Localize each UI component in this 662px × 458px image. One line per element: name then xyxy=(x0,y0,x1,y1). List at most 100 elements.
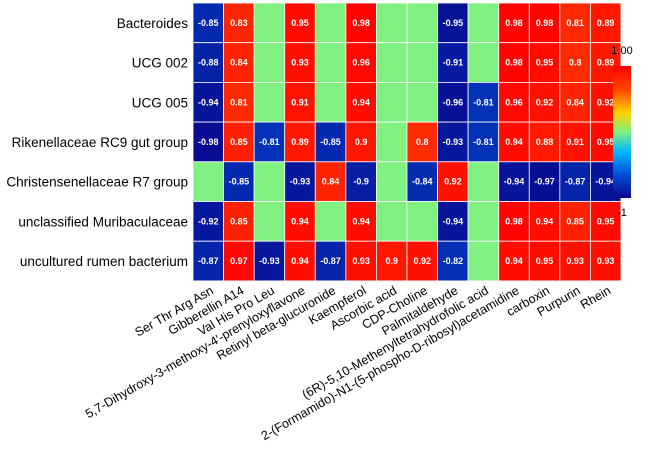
heatmap-cell xyxy=(345,201,377,242)
cell-value-label: 0.94 xyxy=(352,97,370,107)
cell-value-label: -0.92 xyxy=(198,216,219,226)
cell-value-label: -0.97 xyxy=(534,177,555,187)
cell-value-label: 0.85 xyxy=(566,216,584,226)
heatmap-cell xyxy=(223,201,255,242)
cell-value-label: 0.89 xyxy=(291,137,309,147)
heatmap-cell xyxy=(559,201,591,242)
heatmap-cell xyxy=(498,161,530,202)
cell-value-label: 0.94 xyxy=(536,216,554,226)
heatmap-cell xyxy=(376,42,408,83)
cell-value-label: -0.84 xyxy=(412,177,433,187)
heatmap-cell xyxy=(314,42,347,83)
heatmap-cell xyxy=(406,2,438,44)
heatmap-cell xyxy=(437,82,469,123)
heatmap-cell xyxy=(467,161,500,202)
heatmap-cell xyxy=(253,2,286,44)
heatmap-cell xyxy=(345,161,377,202)
heatmap-cell xyxy=(559,82,591,123)
cell-value-label: 0.94 xyxy=(505,137,523,147)
cell-value-label: 0.93 xyxy=(597,256,615,266)
column-label-rhein: Rhein xyxy=(578,283,613,311)
cell-value-label: 0.83 xyxy=(230,18,248,28)
cell-value-label: 0.95 xyxy=(536,256,554,266)
cell-value-label: -0.93 xyxy=(443,137,464,147)
cell-value-label: 0.96 xyxy=(505,97,523,107)
heatmap-cell xyxy=(345,82,377,123)
cell-value-label: -0.87 xyxy=(320,256,341,266)
row-label-bacteroides: Bacteroides xyxy=(117,16,189,31)
heatmap-cell xyxy=(253,161,286,202)
heatmap-cell xyxy=(498,240,530,282)
heatmap-cell xyxy=(406,42,438,83)
heatmap-cell xyxy=(314,201,347,242)
cell-value-label: 0.92 xyxy=(444,177,462,187)
heatmap-cell xyxy=(284,161,316,202)
heatmap-cell xyxy=(559,161,591,202)
heatmap-cell xyxy=(437,161,469,202)
cell-value-label: 0.94 xyxy=(352,216,370,226)
heatmap-cell xyxy=(467,42,500,83)
cell-value-label: 0.93 xyxy=(566,256,584,266)
cell-value-label: 0.97 xyxy=(230,256,248,266)
cell-value-label: 0.8 xyxy=(416,137,429,147)
row-label-christensenellaceae-r7-group: Christensenellaceae R7 group xyxy=(6,175,188,190)
cell-value-label: 0.94 xyxy=(291,216,309,226)
cell-value-label: 0.92 xyxy=(536,97,554,107)
cell-value-label: 0.93 xyxy=(291,58,309,68)
heatmap-cell xyxy=(223,2,255,44)
cell-value-label: -0.85 xyxy=(320,137,341,147)
cell-value-label: 0.81 xyxy=(230,97,248,107)
cell-value-label: 0.9 xyxy=(355,137,368,147)
heatmap-cell xyxy=(437,240,469,282)
cell-value-label: -0.9 xyxy=(353,177,369,187)
heatmap-cell xyxy=(253,121,286,163)
row-label-unclassified-muribaculaceae: unclassified Muribaculaceae xyxy=(18,214,188,229)
cell-value-label: 0.89 xyxy=(597,58,615,68)
cell-value-label: 0.91 xyxy=(566,137,584,147)
heatmap-cell xyxy=(192,2,224,44)
cell-value-label: -0.82 xyxy=(443,256,464,266)
cell-value-label: 0.95 xyxy=(291,18,309,28)
cell-value-label: 0.91 xyxy=(291,97,309,107)
heatmap-cell xyxy=(253,82,286,123)
heatmap-cell xyxy=(284,240,316,282)
heatmap-cell xyxy=(192,161,224,202)
heatmap-cell xyxy=(314,2,347,44)
colorbar xyxy=(613,66,631,198)
heatmap-cell xyxy=(223,161,255,202)
heatmap-cell xyxy=(406,161,438,202)
heatmap-cell xyxy=(223,82,255,123)
heatmap-cell xyxy=(590,240,622,282)
heatmap-cell xyxy=(437,42,469,83)
heatmap-cell xyxy=(559,2,591,44)
heatmap-cell xyxy=(467,201,500,242)
colorbar-legend: 1.00 -1 xyxy=(611,45,632,219)
heatmap-cell xyxy=(192,82,224,123)
heatmap-cell xyxy=(192,121,224,163)
row-label-ucg-005: UCG 005 xyxy=(132,95,188,110)
cell-value-label: -0.94 xyxy=(504,177,525,187)
cell-value-label: 0.89 xyxy=(597,18,615,28)
cell-value-label: -0.87 xyxy=(565,177,586,187)
heatmap-cell xyxy=(406,82,438,123)
heatmap-cell xyxy=(284,82,316,123)
cell-value-label: 0.98 xyxy=(536,18,554,28)
cell-value-label: 0.98 xyxy=(505,58,523,68)
heatmap-cell xyxy=(376,161,408,202)
cell-value-label: -0.91 xyxy=(443,58,464,68)
row-label-rikenellaceae-rc9-gut-group: Rikenellaceae RC9 gut group xyxy=(12,135,188,150)
cell-value-label: -0.93 xyxy=(290,177,311,187)
heatmap-cell xyxy=(192,240,224,282)
heatmap-cell xyxy=(223,240,255,282)
heatmap-cell xyxy=(528,161,561,202)
cell-value-label: 0.98 xyxy=(505,216,523,226)
cell-value-label: 0.94 xyxy=(505,256,523,266)
cell-value-label: 0.84 xyxy=(322,177,340,187)
heatmap-cell xyxy=(284,42,316,83)
cell-value-label: -0.85 xyxy=(229,177,250,187)
cell-value-label: 0.85 xyxy=(230,216,248,226)
cell-value-label: 0.95 xyxy=(597,216,615,226)
cell-value-label: -0.96 xyxy=(443,97,464,107)
heatmap-cell xyxy=(528,42,561,83)
